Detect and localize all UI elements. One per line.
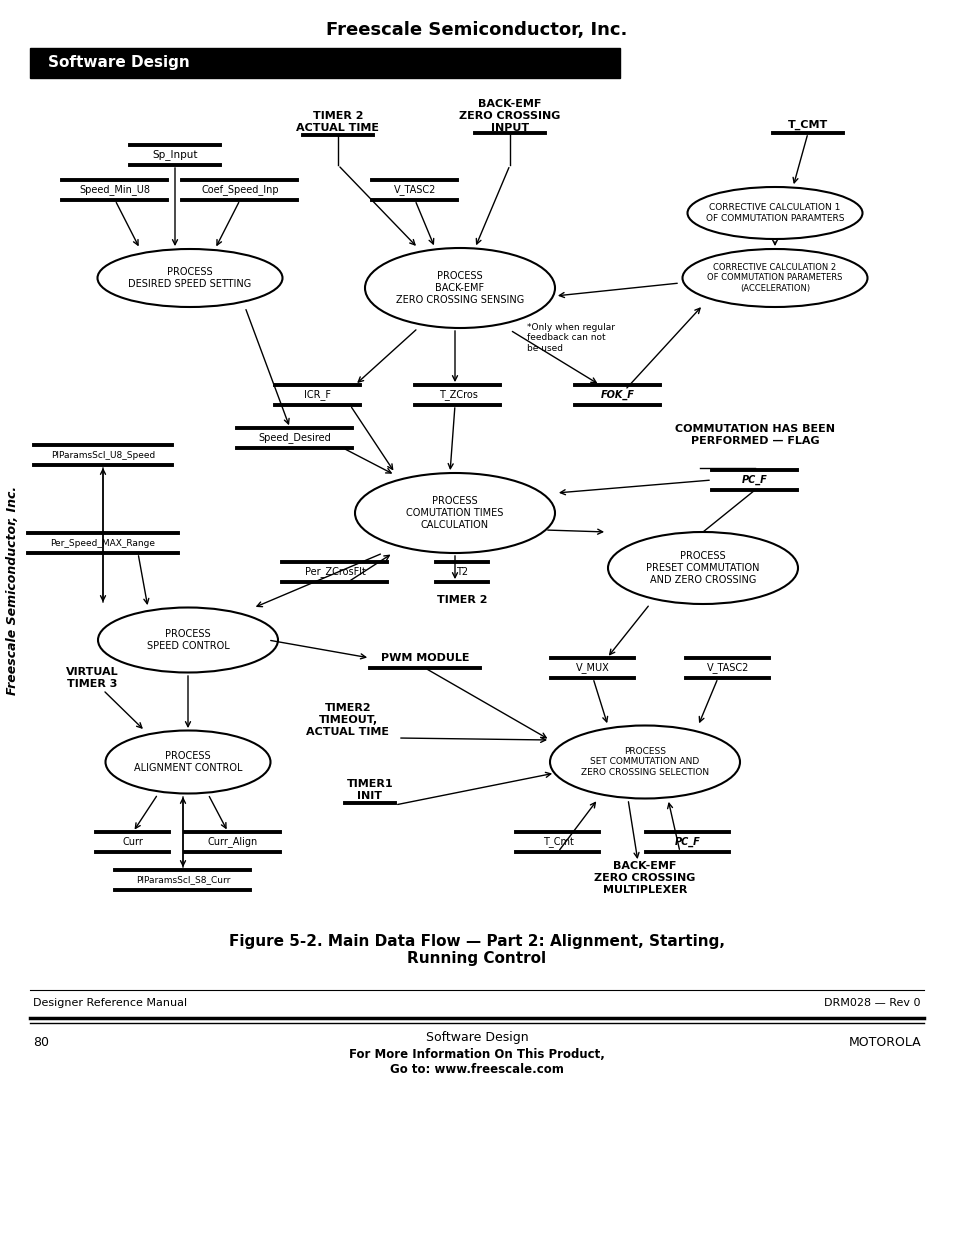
Text: FOK_F: FOK_F <box>600 390 635 400</box>
Text: PIParamsScl_U8_Speed: PIParamsScl_U8_Speed <box>51 451 155 459</box>
Text: Sp_Input: Sp_Input <box>152 149 197 161</box>
Text: Designer Reference Manual: Designer Reference Manual <box>33 998 187 1008</box>
Text: TIMER2
TIMEOUT,
ACTUAL TIME: TIMER2 TIMEOUT, ACTUAL TIME <box>306 704 389 736</box>
Text: PROCESS
DESIRED SPEED SETTING: PROCESS DESIRED SPEED SETTING <box>129 267 252 289</box>
Text: COMMUTATION HAS BEEN
PERFORMED — FLAG: COMMUTATION HAS BEEN PERFORMED — FLAG <box>675 424 834 446</box>
Text: Curr: Curr <box>122 837 143 847</box>
Text: Figure 5-2. Main Data Flow — Part 2: Alignment, Starting,
Running Control: Figure 5-2. Main Data Flow — Part 2: Ali… <box>229 934 724 966</box>
Text: Software Design: Software Design <box>48 56 190 70</box>
Text: Software Design: Software Design <box>425 1031 528 1045</box>
Text: T_ZCros: T_ZCros <box>438 389 476 400</box>
Text: Coef_Speed_Inp: Coef_Speed_Inp <box>201 184 278 195</box>
Text: *Only when regular
feedback can not
be used: *Only when regular feedback can not be u… <box>526 324 615 353</box>
Text: Speed_Desired: Speed_Desired <box>258 432 331 443</box>
Text: PWM MODULE: PWM MODULE <box>380 653 469 663</box>
Text: T_Cmt: T_Cmt <box>542 836 573 847</box>
Text: PROCESS
SPEED CONTROL: PROCESS SPEED CONTROL <box>147 629 229 651</box>
Text: PROCESS
SET COMMUTATION AND
ZERO CROSSING SELECTION: PROCESS SET COMMUTATION AND ZERO CROSSIN… <box>580 747 708 777</box>
Text: 80: 80 <box>33 1035 49 1049</box>
Text: Per_ZCrosFlt: Per_ZCrosFlt <box>304 567 365 578</box>
Text: For More Information On This Product,
Go to: www.freescale.com: For More Information On This Product, Go… <box>349 1049 604 1076</box>
Text: CORRECTIVE CALCULATION 1
OF COMMUTATION PARAMTERS: CORRECTIVE CALCULATION 1 OF COMMUTATION … <box>705 204 843 222</box>
Text: PC_F: PC_F <box>675 837 700 847</box>
Text: V_MUX: V_MUX <box>576 662 609 673</box>
Text: DRM028 — Rev 0: DRM028 — Rev 0 <box>823 998 920 1008</box>
Text: Speed_Min_U8: Speed_Min_U8 <box>79 184 151 195</box>
Text: TIMER1
INIT: TIMER1 INIT <box>346 779 393 800</box>
Text: BACK-EMF
ZERO CROSSING
INPUT: BACK-EMF ZERO CROSSING INPUT <box>458 99 560 132</box>
Text: PC_F: PC_F <box>741 475 767 485</box>
Text: PROCESS
BACK-EMF
ZERO CROSSING SENSING: PROCESS BACK-EMF ZERO CROSSING SENSING <box>395 272 523 305</box>
Text: T2: T2 <box>456 567 468 577</box>
Text: TIMER 2: TIMER 2 <box>436 595 487 605</box>
Text: Per_Speed_MAX_Range: Per_Speed_MAX_Range <box>51 538 155 547</box>
Text: PROCESS
PRESET COMMUTATION
AND ZERO CROSSING: PROCESS PRESET COMMUTATION AND ZERO CROS… <box>645 551 759 584</box>
Text: VIRTUAL
TIMER 3: VIRTUAL TIMER 3 <box>66 667 118 689</box>
Text: ICR_F: ICR_F <box>304 389 331 400</box>
Text: PIParamsScl_S8_Curr: PIParamsScl_S8_Curr <box>135 876 230 884</box>
Text: TIMER 2
ACTUAL TIME: TIMER 2 ACTUAL TIME <box>296 111 379 133</box>
Text: V_TASC2: V_TASC2 <box>706 662 748 673</box>
Text: BACK-EMF
ZERO CROSSING
MULTIPLEXER: BACK-EMF ZERO CROSSING MULTIPLEXER <box>594 861 695 894</box>
Bar <box>30 48 619 78</box>
Text: Freescale Semiconductor, Inc.: Freescale Semiconductor, Inc. <box>326 21 627 40</box>
Text: V_TASC2: V_TASC2 <box>394 184 436 195</box>
Text: Curr_Align: Curr_Align <box>208 836 258 847</box>
Text: PROCESS
COMUTATION TIMES
CALCULATION: PROCESS COMUTATION TIMES CALCULATION <box>406 496 503 530</box>
Text: CORRECTIVE CALCULATION 2
OF COMMUTATION PARAMETERS
(ACCELERATION): CORRECTIVE CALCULATION 2 OF COMMUTATION … <box>706 263 841 293</box>
Text: MOTOROLA: MOTOROLA <box>847 1035 920 1049</box>
Text: Freescale Semiconductor, Inc.: Freescale Semiconductor, Inc. <box>7 485 19 694</box>
Text: T_CMT: T_CMT <box>787 120 827 130</box>
Text: PROCESS
ALIGNMENT CONTROL: PROCESS ALIGNMENT CONTROL <box>133 751 242 773</box>
